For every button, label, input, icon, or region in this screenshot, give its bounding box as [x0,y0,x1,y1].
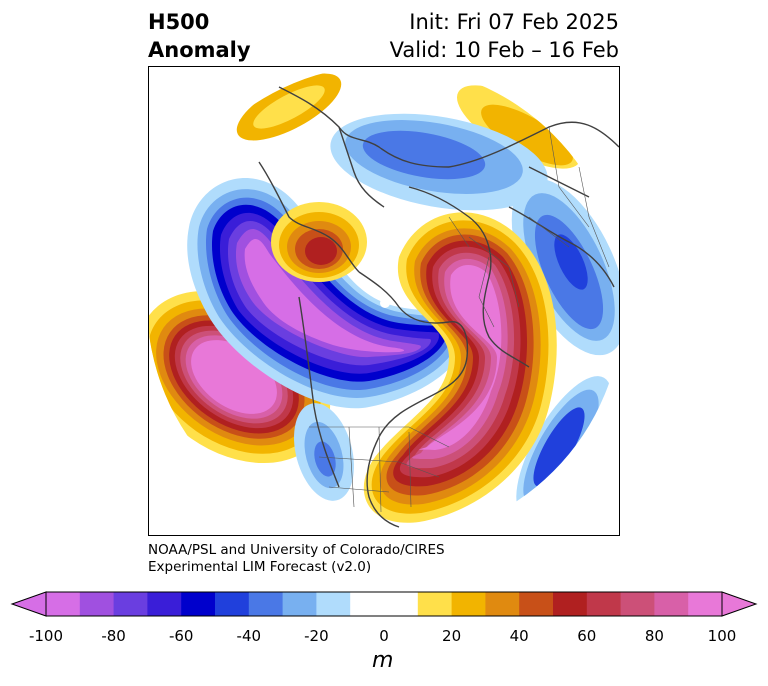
colorbar-left-extend [10,591,47,617]
political-borders [309,126,610,513]
colorbar-tick-label: 60 [577,627,597,645]
colorbar-cell [113,592,148,616]
anomaly-map [148,66,620,536]
colorbar-tick-label: -40 [236,627,262,645]
colorbar-outline [45,591,723,617]
anomaly-siberia-high [457,85,581,169]
credit-text: NOAA/PSL and University of Colorado/CIRE… [148,542,445,576]
colorbar-cell [147,592,182,616]
colorbar-cell [384,592,419,616]
anomaly-southwest-low [294,403,354,501]
colorbar-tick-label: -60 [168,627,194,645]
colorbar-cell [620,592,655,616]
colorbar [10,591,758,617]
colorbar-cell [688,592,723,616]
credit-line-2: Experimental LIM Forecast (v2.0) [148,559,372,575]
colorbar-cell [654,592,689,616]
colorbar-cell [417,592,453,616]
anomaly-arctic-low [330,113,548,211]
map-dates: Init: Fri 07 Feb 2025 Valid: 10 Feb – 16… [390,8,619,64]
map-title: H500 Anomaly [148,8,251,64]
init-date: Init: Fri 07 Feb 2025 [409,10,619,34]
colorbar-tick-label: 100 [707,627,737,645]
colorbar-tick-label: -80 [101,627,126,645]
colorbar-right-extend [721,591,758,617]
anomaly-north-pacific-high [236,73,342,141]
title-field: Anomaly [148,38,251,62]
colorbar-cell [181,592,216,616]
colorbar-cell [215,592,250,616]
colorbar-cell [282,592,317,616]
colorbar-cell [586,592,622,616]
colorbar-cell [79,592,115,616]
colorbar-tick-label: 20 [442,627,462,645]
colorbar-cell [519,592,554,616]
colorbar-tick-label: 80 [644,627,664,645]
colorbar-tick-label: -20 [304,627,329,645]
north-pole-marker [380,298,390,308]
colorbar-cell [350,592,385,616]
colorbar-cell [46,592,81,616]
anomaly-atlantic-low [516,376,612,518]
polar-map-svg [149,73,619,528]
colorbar-cell [248,592,284,616]
valid-range: Valid: 10 Feb – 16 Feb [389,38,619,62]
colorbar-tick-label: -100 [28,627,64,645]
credit-line-1: NOAA/PSL and University of Colorado/CIRE… [148,542,445,558]
colorbar-tick-label: 40 [509,627,529,645]
anomaly-eurasia-low [511,178,619,356]
colorbar-cell [485,592,520,616]
colorbar-units-label: m [372,648,394,673]
colorbar-cell [451,592,486,616]
colorbar-cell [316,592,351,616]
title-variable: H500 [148,10,210,34]
colorbar-cell [553,592,588,616]
colorbar-tick-label: 0 [379,627,389,645]
anomaly-alaska-high [271,202,367,282]
anomaly-north-america-ridge [363,212,557,523]
